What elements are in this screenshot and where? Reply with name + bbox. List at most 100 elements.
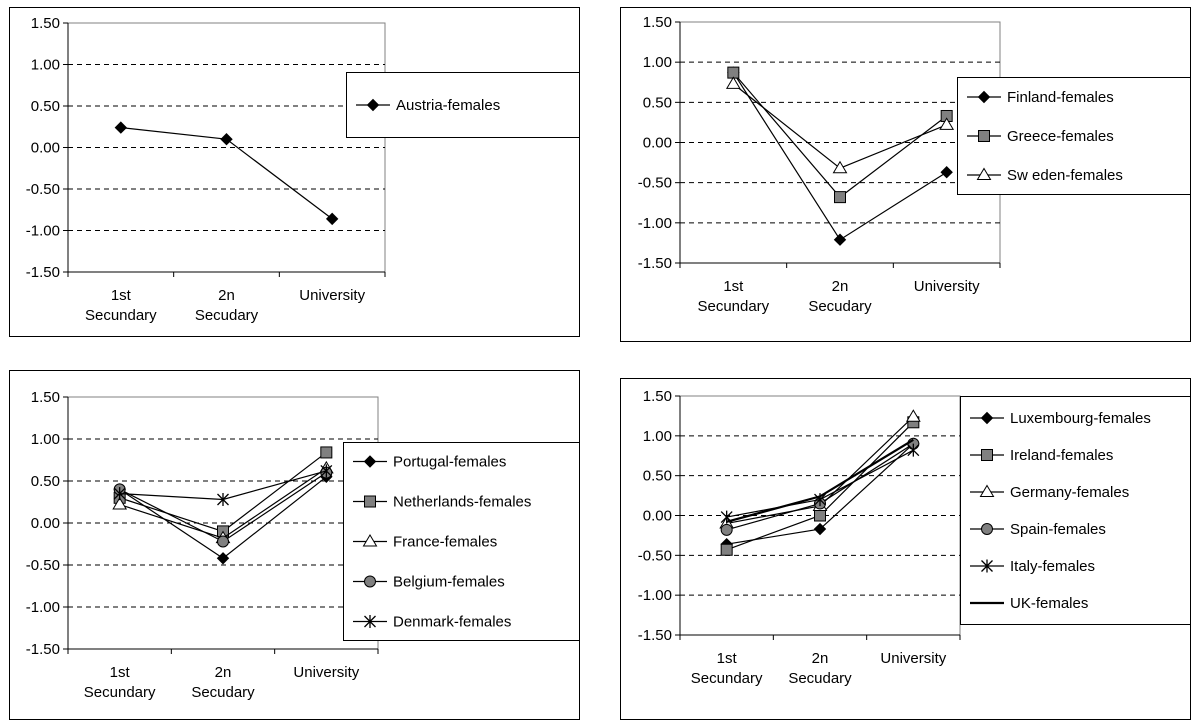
y-tick-label: 0.50: [643, 94, 672, 111]
x-tick-label: Secundary: [697, 298, 769, 315]
legend-marker: [364, 575, 376, 588]
legend: Portugal-females Netherlands-females Franc…: [343, 442, 580, 641]
data-point: [113, 487, 126, 501]
data-point: [814, 509, 826, 522]
legend-label: Germany-females: [1010, 484, 1129, 501]
data-point: [112, 497, 128, 510]
legend-label: Greece-females: [1007, 128, 1114, 145]
x-tick-label: Secudary: [195, 307, 259, 324]
legend-marker: [981, 449, 993, 461]
legend-marker: [362, 534, 378, 547]
x-tick-label: University: [880, 650, 946, 667]
plot-area: [679, 21, 1001, 264]
y-tick-label: 1.50: [31, 15, 60, 32]
x-tick-label: 2n: [215, 664, 232, 681]
data-point: [725, 76, 741, 89]
data-point: [720, 523, 733, 536]
y-tick-label: 1.50: [643, 14, 672, 31]
data-point: [832, 160, 848, 174]
chart-4: 1.50 1.00 0.50 0.00 -0.50 -1.00 -1.50 1st Secund…: [620, 378, 1191, 720]
data-point: [939, 117, 955, 130]
x-tick-label: Secundary: [84, 684, 156, 701]
y-tick-label: 1.00: [31, 431, 60, 448]
chart-1: 1.50 1.00 0.50 0.00 -0.50 -1.00 -1.50 1st Secund…: [9, 7, 580, 337]
y-tick-label: 1.00: [643, 54, 672, 71]
x-tick-label: Secundary: [691, 670, 763, 687]
legend-label: Italy-females: [1010, 558, 1095, 575]
y-tick-label: 1.00: [643, 428, 672, 445]
x-tick-label: 2n: [218, 287, 235, 304]
legend-marker: [977, 90, 991, 104]
legend-label: Luxembourg-females: [1010, 410, 1151, 427]
data-point: [217, 535, 229, 548]
legend-label: Netherlands-females: [393, 494, 531, 511]
legend-marker: [979, 484, 995, 497]
x-tick-label: 1st: [723, 278, 744, 295]
y-tick-label: 0.50: [31, 473, 60, 490]
x-tick-label: 1st: [717, 650, 738, 667]
x-tick-label: University: [914, 278, 980, 295]
legend-label: Austria-females: [396, 97, 500, 114]
legend-marker: [976, 167, 992, 180]
x-tick-label: Secudary: [808, 298, 872, 315]
legend: Luxembourg-females Ireland-females Germany…: [960, 396, 1191, 625]
y-tick-label: 0.00: [643, 135, 672, 152]
legend: Austria-females: [346, 72, 580, 138]
x-tick-label: 2n: [812, 650, 829, 667]
y-tick-label: 0.50: [643, 468, 672, 485]
legend-marker: [981, 559, 993, 573]
y-tick-label: -0.50: [638, 175, 672, 192]
x-tick-label: University: [293, 664, 359, 681]
y-tick-label: 0.00: [31, 140, 60, 157]
legend-marker: [980, 411, 994, 425]
legend-label: Belgium-females: [393, 574, 505, 591]
series-uk-females: [726, 438, 914, 523]
x-tick-label: Secudary: [191, 684, 255, 701]
y-tick-label: -0.50: [26, 181, 60, 198]
y-tick-label: -1.00: [26, 223, 60, 240]
chart-3: 1.50 1.00 0.50 0.00 -0.50 -1.00 -1.50 1st Secund…: [9, 370, 580, 720]
legend-label: Denmark-females: [393, 614, 511, 631]
data-point: [114, 121, 128, 134]
y-tick-label: -1.00: [26, 599, 60, 616]
y-tick-label: 0.00: [643, 508, 672, 525]
series-line: [726, 438, 914, 523]
data-point: [325, 212, 339, 226]
y-tick-label: -1.50: [26, 264, 60, 281]
legend: Finland-females Greece-females Sw eden-fem…: [957, 77, 1191, 195]
legend-label: France-females: [393, 534, 497, 551]
y-tick-label: 0.50: [31, 98, 60, 115]
data-point: [907, 443, 920, 457]
data-point: [834, 191, 846, 204]
legend-marker: [363, 455, 377, 468]
data-point: [833, 233, 847, 246]
data-point: [216, 552, 230, 565]
data-point: [220, 132, 233, 146]
y-tick-label: 1.00: [31, 57, 60, 74]
y-tick-label: 0.00: [31, 515, 60, 532]
legend-label: Finland-females: [1007, 89, 1114, 106]
x-tick-label: 1st: [111, 287, 132, 304]
y-tick-label: -1.50: [638, 627, 672, 644]
legend-label: Ireland-females: [1010, 447, 1113, 464]
legend-label: Spain-females: [1010, 521, 1106, 538]
legend-label: Portugal-females: [393, 454, 506, 471]
data-point: [720, 543, 733, 556]
legend-label: Sw eden-females: [1007, 167, 1123, 184]
chart-2: 1.50 1.00 0.50 0.00 -0.50 -1.00 -1.50 1st Secund…: [620, 7, 1191, 342]
legend-box: [960, 396, 1191, 625]
y-tick-label: -0.50: [26, 557, 60, 574]
data-point: [905, 409, 921, 422]
legend-label: UK-females: [1010, 595, 1088, 612]
y-tick-label: -1.00: [638, 215, 672, 232]
y-tick-label: -0.50: [638, 547, 672, 564]
x-tick-label: Secundary: [85, 307, 157, 324]
x-tick-label: University: [299, 287, 365, 304]
data-point: [813, 522, 827, 536]
y-tick-label: -1.50: [638, 255, 672, 272]
series-sweden-females: [725, 76, 955, 174]
y-tick-label: 1.50: [31, 389, 60, 406]
data-point: [217, 492, 229, 506]
y-tick-label: 1.50: [643, 388, 672, 405]
